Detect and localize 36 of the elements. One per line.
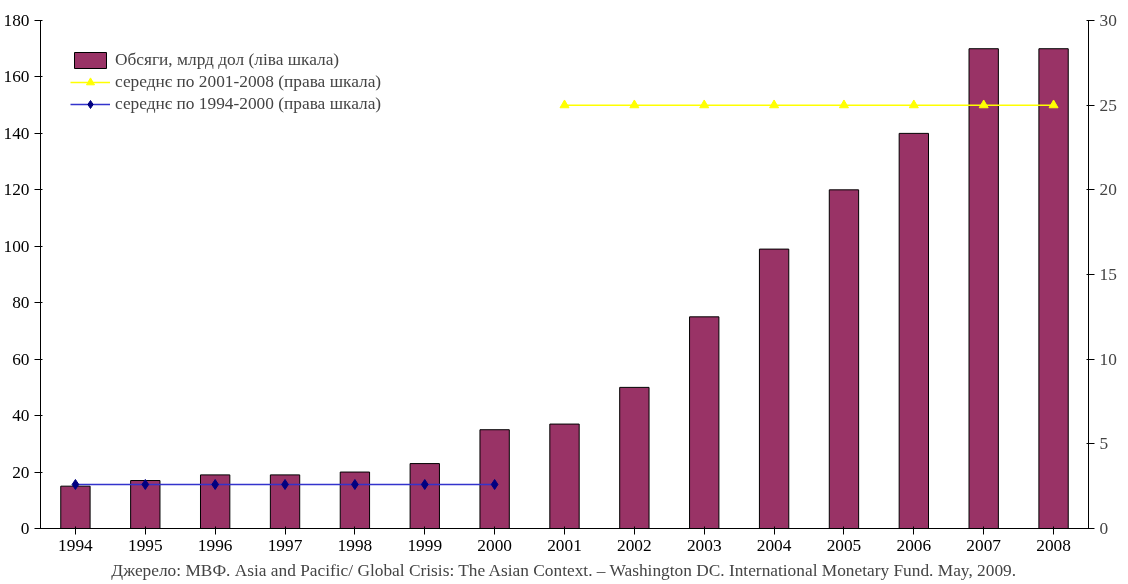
y2-tick-label: 5: [1099, 434, 1109, 454]
x-tick-label: 2000: [477, 535, 512, 555]
y2-tick-label: 0: [1099, 519, 1109, 538]
y-tick-label: 100: [3, 236, 30, 256]
y-tick-label: 180: [3, 11, 30, 30]
y2-tick-label: 25: [1099, 95, 1117, 115]
x-tick-label: 2008: [1036, 535, 1071, 555]
y-tick-label: 40: [12, 406, 30, 426]
text: Джерело: МВФ. Asia and Pacific/ Global Crisis: The Asian Context. – Washington DC. International Monetary Fund. May, 2009.: [111, 560, 1017, 580]
y-tick-label: 0: [20, 519, 30, 538]
y-tick-label: 60: [12, 349, 30, 369]
y2-tick-label: 20: [1099, 180, 1117, 200]
y-tick-label: 140: [3, 123, 30, 143]
legend-label: середнє по 2001-2008 (права шкала): [115, 72, 382, 92]
x-tick-label: 2006: [896, 535, 932, 555]
x-tick-label: 1999: [407, 535, 443, 555]
x-tick-label: 2007: [966, 535, 1002, 555]
x-tick-label: 1994: [58, 535, 94, 555]
y-tick-label: 120: [3, 180, 30, 200]
legend-label: Обсяги, млрд дол (ліва шкала): [115, 50, 340, 70]
y2-tick-label: 30: [1099, 11, 1117, 30]
x-tick-label: 1996: [197, 535, 233, 555]
y2-tick-label: 10: [1099, 349, 1117, 369]
x-tick-label: 1998: [337, 535, 373, 555]
x-tick-label: 2005: [826, 535, 862, 555]
x-tick-label: 2003: [686, 535, 722, 555]
x-tick-label: 2001: [547, 535, 582, 555]
x-tick-label: 2002: [617, 535, 652, 555]
y-tick-label: 20: [12, 462, 30, 482]
y-tick-label: 80: [12, 293, 30, 313]
legend-label: середнє по 1994-2000 (права шкала): [115, 94, 382, 114]
x-tick-label: 1997: [267, 535, 303, 555]
x-tick-label: 1995: [127, 535, 163, 555]
x-tick-label: 2004: [756, 535, 792, 555]
y2-tick-label: 15: [1099, 265, 1117, 284]
y-tick-label: 160: [3, 67, 30, 87]
